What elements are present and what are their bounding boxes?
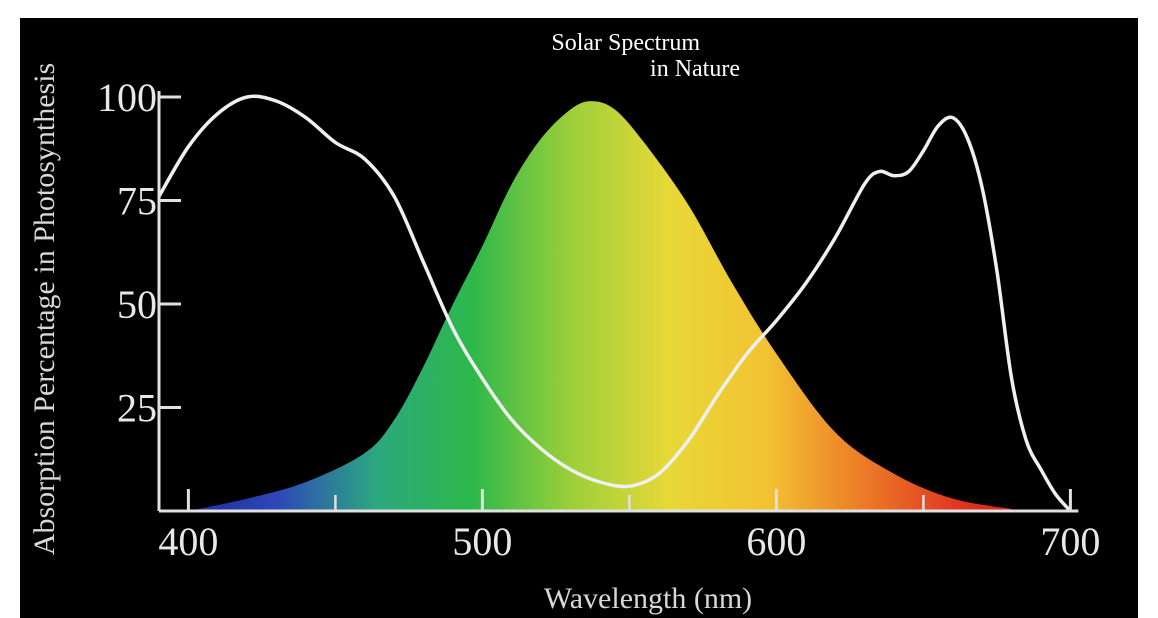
x-tick-label-500: 500	[452, 519, 512, 564]
chart-frame: 400 500 600 700 25 50 75 100 Solar Spectrum in …	[20, 18, 1138, 618]
x-tick-label-400: 400	[158, 519, 218, 564]
line-layer	[157, 94, 1072, 513]
spectrum-layer	[188, 101, 1012, 511]
x-tick-label-600: 600	[746, 519, 806, 564]
y-tick-label-50: 50	[117, 282, 157, 327]
solar-spectrum-area	[188, 101, 1012, 511]
text-layer: Solar Spectrum in Nature Wavelength (nm)…	[28, 30, 752, 615]
y-tick-label-100: 100	[97, 75, 157, 120]
annotation-line-1: Solar Spectrum	[551, 30, 700, 56]
x-axis-label: Wavelength (nm)	[544, 582, 752, 615]
y-axis-label: Absorption Percentage in Photosynthesis	[28, 63, 61, 555]
y-tick-label-25: 25	[117, 386, 157, 431]
absorption-spectrum-chart: 400 500 600 700 25 50 75 100 Solar Spectrum in …	[28, 30, 1100, 615]
absorption-line	[157, 94, 1072, 513]
annotation-line-2: in Nature	[650, 56, 740, 82]
y-tick-label-75: 75	[117, 179, 157, 224]
axes-layer: 400 500 600 700 25 50 75 100	[97, 75, 1100, 564]
x-tick-label-700: 700	[1040, 519, 1100, 564]
